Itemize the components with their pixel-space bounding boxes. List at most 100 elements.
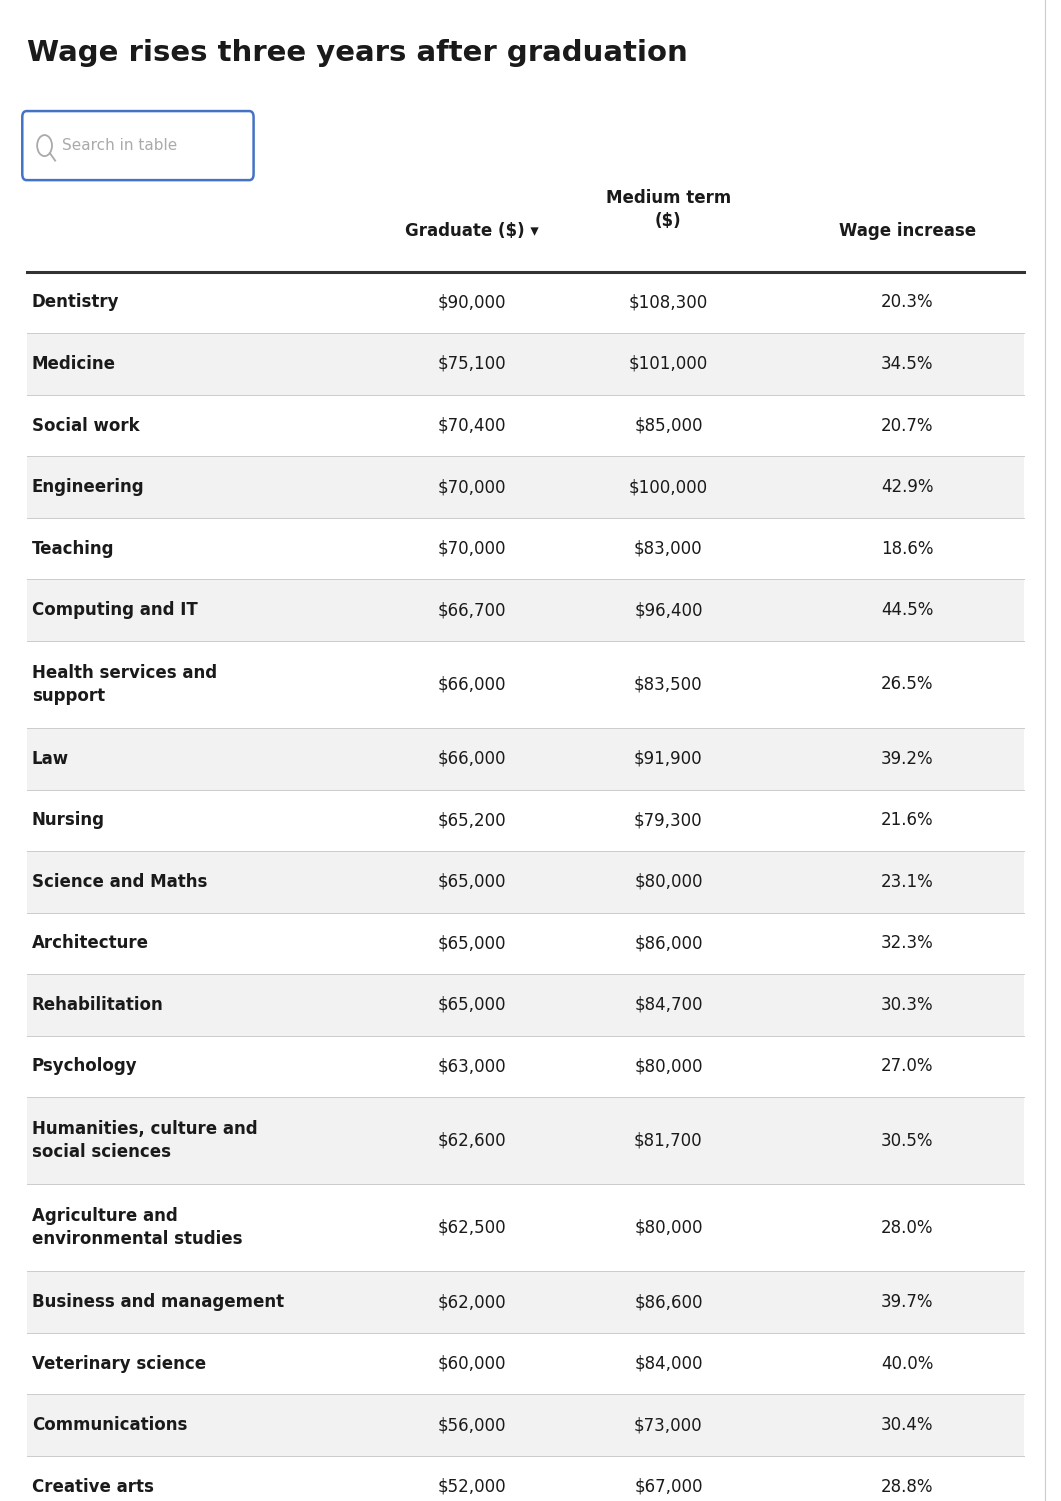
Text: Health services and
support: Health services and support bbox=[32, 663, 216, 705]
Text: $90,000: $90,000 bbox=[438, 294, 506, 311]
Text: $66,000: $66,000 bbox=[438, 750, 506, 767]
Bar bbox=[27, 728, 1024, 790]
Text: $65,000: $65,000 bbox=[438, 935, 506, 952]
Text: Graduate ($) ▾: Graduate ($) ▾ bbox=[405, 222, 539, 240]
Text: 30.3%: 30.3% bbox=[881, 997, 934, 1013]
Text: Wage rises three years after graduation: Wage rises three years after graduation bbox=[27, 39, 688, 68]
Text: $96,400: $96,400 bbox=[634, 602, 702, 618]
Text: 42.9%: 42.9% bbox=[881, 479, 934, 495]
Text: 28.0%: 28.0% bbox=[881, 1219, 934, 1237]
Text: Communications: Communications bbox=[32, 1417, 187, 1433]
Text: $84,000: $84,000 bbox=[634, 1355, 702, 1372]
Text: $91,900: $91,900 bbox=[634, 750, 702, 767]
Text: 39.7%: 39.7% bbox=[881, 1294, 934, 1310]
Text: $100,000: $100,000 bbox=[629, 479, 708, 495]
Text: Dentistry: Dentistry bbox=[32, 294, 119, 311]
Text: Rehabilitation: Rehabilitation bbox=[32, 997, 163, 1013]
Text: Nursing: Nursing bbox=[32, 812, 105, 829]
Bar bbox=[27, 790, 1024, 851]
Text: Agriculture and
environmental studies: Agriculture and environmental studies bbox=[32, 1207, 242, 1249]
Text: $86,600: $86,600 bbox=[634, 1294, 702, 1310]
Text: $70,000: $70,000 bbox=[438, 540, 506, 557]
Text: $86,000: $86,000 bbox=[634, 935, 702, 952]
Text: Medicine: Medicine bbox=[32, 356, 116, 372]
Text: Law: Law bbox=[32, 750, 69, 767]
Bar bbox=[27, 1097, 1024, 1184]
Text: 32.3%: 32.3% bbox=[881, 935, 934, 952]
Text: 27.0%: 27.0% bbox=[881, 1058, 934, 1075]
Text: $83,500: $83,500 bbox=[634, 675, 702, 693]
Text: Social work: Social work bbox=[32, 417, 139, 434]
Text: $70,000: $70,000 bbox=[438, 479, 506, 495]
Text: Teaching: Teaching bbox=[32, 540, 115, 557]
Text: $56,000: $56,000 bbox=[438, 1417, 506, 1433]
Bar bbox=[27, 974, 1024, 1036]
Text: $66,000: $66,000 bbox=[438, 675, 506, 693]
Text: 39.2%: 39.2% bbox=[881, 750, 934, 767]
Bar bbox=[27, 1036, 1024, 1097]
Text: $65,200: $65,200 bbox=[438, 812, 506, 829]
Text: Computing and IT: Computing and IT bbox=[32, 602, 197, 618]
Text: 34.5%: 34.5% bbox=[881, 356, 934, 372]
Bar bbox=[27, 456, 1024, 518]
Text: 30.5%: 30.5% bbox=[881, 1132, 934, 1150]
Text: $79,300: $79,300 bbox=[634, 812, 702, 829]
Text: $80,000: $80,000 bbox=[634, 1058, 702, 1075]
Text: 40.0%: 40.0% bbox=[881, 1355, 934, 1372]
Text: $101,000: $101,000 bbox=[629, 356, 708, 372]
Bar bbox=[27, 272, 1024, 333]
Text: 28.8%: 28.8% bbox=[881, 1478, 934, 1495]
Text: 44.5%: 44.5% bbox=[881, 602, 934, 618]
Text: 18.6%: 18.6% bbox=[881, 540, 934, 557]
Text: Science and Maths: Science and Maths bbox=[32, 874, 207, 890]
FancyBboxPatch shape bbox=[22, 111, 254, 180]
Text: Search in table: Search in table bbox=[62, 138, 177, 153]
Text: Veterinary science: Veterinary science bbox=[32, 1355, 206, 1372]
Text: $63,000: $63,000 bbox=[438, 1058, 506, 1075]
Bar bbox=[27, 579, 1024, 641]
Bar bbox=[27, 1456, 1024, 1501]
Text: $108,300: $108,300 bbox=[629, 294, 708, 311]
Text: $83,000: $83,000 bbox=[634, 540, 702, 557]
Text: 20.7%: 20.7% bbox=[881, 417, 934, 434]
Bar bbox=[27, 1333, 1024, 1394]
Text: $65,000: $65,000 bbox=[438, 997, 506, 1013]
Text: $80,000: $80,000 bbox=[634, 1219, 702, 1237]
Text: $70,400: $70,400 bbox=[438, 417, 506, 434]
Bar bbox=[27, 333, 1024, 395]
Bar bbox=[27, 851, 1024, 913]
Bar bbox=[27, 518, 1024, 579]
Text: $85,000: $85,000 bbox=[634, 417, 702, 434]
Bar bbox=[27, 1184, 1024, 1271]
Bar bbox=[27, 913, 1024, 974]
Text: $62,500: $62,500 bbox=[438, 1219, 506, 1237]
Text: Architecture: Architecture bbox=[32, 935, 149, 952]
Text: Psychology: Psychology bbox=[32, 1058, 138, 1075]
Text: 26.5%: 26.5% bbox=[881, 675, 934, 693]
Text: Engineering: Engineering bbox=[32, 479, 144, 495]
Text: Business and management: Business and management bbox=[32, 1294, 284, 1310]
Text: $65,000: $65,000 bbox=[438, 874, 506, 890]
Text: $80,000: $80,000 bbox=[634, 874, 702, 890]
Text: $84,700: $84,700 bbox=[634, 997, 702, 1013]
Text: Humanities, culture and
social sciences: Humanities, culture and social sciences bbox=[32, 1120, 258, 1162]
Text: $67,000: $67,000 bbox=[634, 1478, 702, 1495]
Text: 20.3%: 20.3% bbox=[881, 294, 934, 311]
Text: $73,000: $73,000 bbox=[634, 1417, 702, 1433]
Text: 30.4%: 30.4% bbox=[881, 1417, 934, 1433]
Bar bbox=[27, 641, 1024, 728]
Text: Creative arts: Creative arts bbox=[32, 1478, 154, 1495]
Text: $60,000: $60,000 bbox=[438, 1355, 506, 1372]
Bar bbox=[27, 395, 1024, 456]
Bar bbox=[27, 1394, 1024, 1456]
Text: 23.1%: 23.1% bbox=[881, 874, 934, 890]
Text: $75,100: $75,100 bbox=[438, 356, 506, 372]
Text: $81,700: $81,700 bbox=[634, 1132, 702, 1150]
Bar bbox=[27, 1271, 1024, 1333]
Text: Medium term
($): Medium term ($) bbox=[606, 189, 731, 230]
Text: $66,700: $66,700 bbox=[438, 602, 506, 618]
Text: $62,600: $62,600 bbox=[438, 1132, 506, 1150]
Text: $62,000: $62,000 bbox=[438, 1294, 506, 1310]
Text: 21.6%: 21.6% bbox=[881, 812, 934, 829]
Text: $52,000: $52,000 bbox=[438, 1478, 506, 1495]
